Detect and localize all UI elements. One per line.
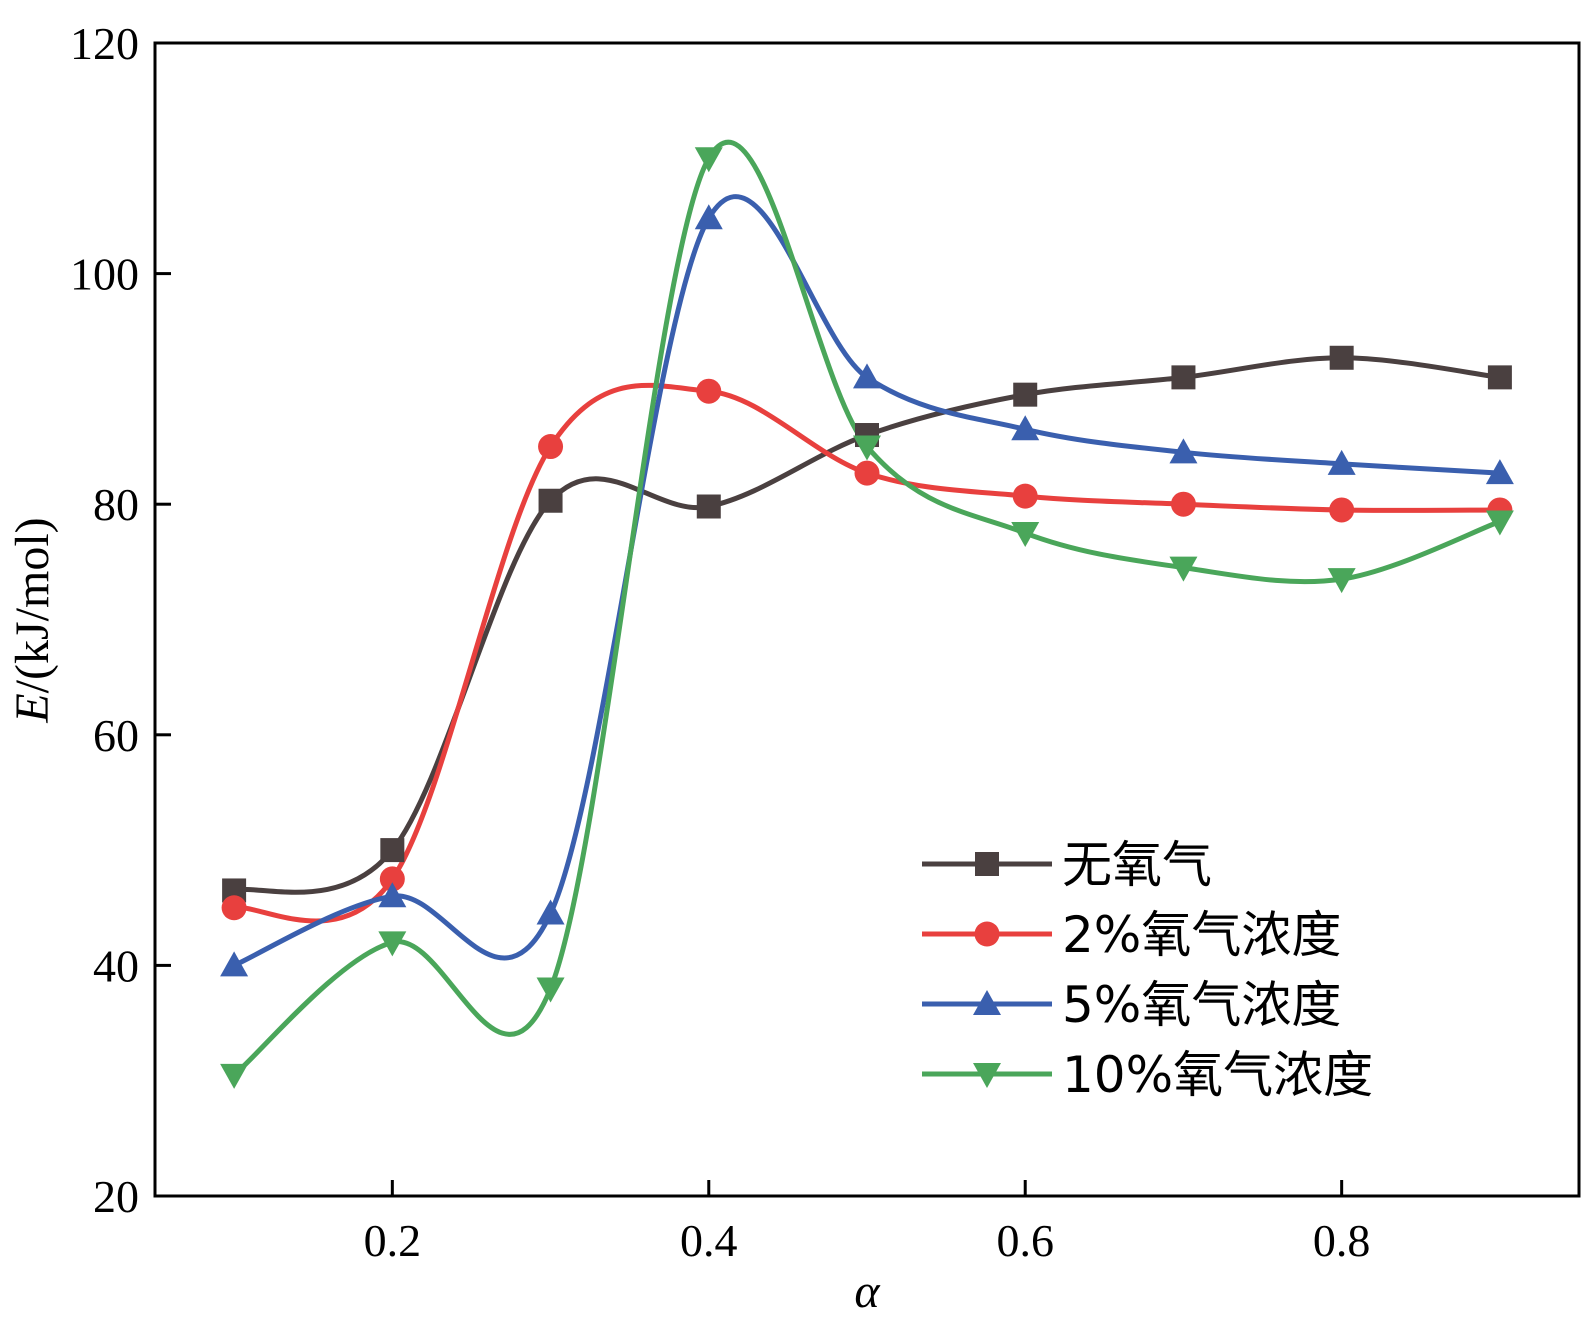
data-point-series-3 [1327, 449, 1356, 475]
x-axis-label: α [854, 1265, 880, 1318]
y-tick-label: 60 [93, 710, 139, 761]
data-point-series-4 [1327, 568, 1356, 594]
y-tick-label: 100 [70, 249, 139, 300]
y-tick-label: 40 [93, 940, 139, 991]
x-axis-ticks: 0.2 0.4 0.6 0.8 [364, 1180, 1371, 1266]
data-point-series-4 [378, 931, 407, 957]
data-point-series-4 [1485, 510, 1514, 536]
legend-marker-1 [975, 852, 999, 876]
data-point-series-3 [1485, 459, 1514, 485]
data-point-series-2 [696, 378, 722, 404]
data-point-series-1 [1487, 365, 1512, 390]
data-point-series-3 [536, 899, 565, 925]
y-tick-label: 120 [70, 18, 139, 69]
data-point-series-3 [1011, 415, 1040, 441]
data-point-series-4 [1011, 522, 1040, 548]
data-point-series-1 [696, 494, 721, 519]
legend-marker-2 [974, 921, 1000, 947]
series-line-3 [231, 194, 1503, 968]
y-tick-label: 20 [93, 1171, 139, 1222]
data-point-series-1 [380, 838, 405, 863]
legend-label-2: 2%氧气浓度 [1062, 906, 1341, 964]
plot-frame [153, 41, 1581, 1198]
data-point-series-3 [1169, 438, 1198, 464]
data-point-series-3 [378, 882, 407, 908]
data-point-series-4 [220, 1063, 249, 1089]
data-point-series-2 [538, 434, 564, 460]
data-point-series-3 [853, 363, 881, 389]
legend-label-4: 10%氧气浓度 [1062, 1046, 1373, 1104]
data-point-series-2 [1012, 483, 1038, 509]
data-point-series-4 [536, 977, 565, 1003]
data-point-series-4 [853, 435, 881, 461]
data-point-series-2 [854, 460, 880, 486]
series-lines [231, 139, 1503, 1078]
series-line-1 [231, 355, 1503, 895]
data-point-series-2 [221, 895, 247, 921]
series-line-4 [231, 139, 1503, 1078]
data-point-series-3 [694, 204, 723, 230]
y-axis-label: E/(kJ/mol) [6, 517, 59, 723]
data-point-series-2 [379, 866, 405, 892]
y-axis-ticks: 20 40 60 80 100 120 [70, 18, 171, 1222]
y-axis-label-unit: /(kJ/mol) [6, 517, 59, 693]
legend-marker-3 [973, 990, 1001, 1015]
data-point-series-3 [220, 951, 249, 977]
legend: 无氧气 2%氧气浓度 5%氧气浓度 10%氧气浓度 [922, 836, 1373, 1104]
data-point-series-4 [694, 147, 723, 173]
x-tick-label: 0.2 [364, 1215, 422, 1266]
legend-label-1: 无氧气 [1062, 836, 1212, 894]
data-point-series-1 [1013, 382, 1038, 407]
data-point-series-4 [1169, 556, 1198, 582]
x-tick-label: 0.8 [1313, 1215, 1371, 1266]
data-point-series-1 [538, 488, 563, 513]
legend-label-3: 5%氧气浓度 [1062, 976, 1341, 1034]
series-line-2 [231, 382, 1503, 924]
x-tick-label: 0.4 [680, 1215, 738, 1266]
y-axis-label-symbol: E [6, 693, 59, 723]
data-point-series-2 [1329, 497, 1355, 523]
data-point-series-2 [1170, 491, 1196, 517]
data-point-series-1 [1329, 345, 1354, 370]
series-markers [220, 147, 1514, 1089]
y-tick-label: 80 [93, 479, 139, 530]
x-tick-label: 0.6 [996, 1215, 1054, 1266]
data-point-series-1 [1171, 365, 1196, 390]
legend-marker-4 [973, 1063, 1001, 1088]
